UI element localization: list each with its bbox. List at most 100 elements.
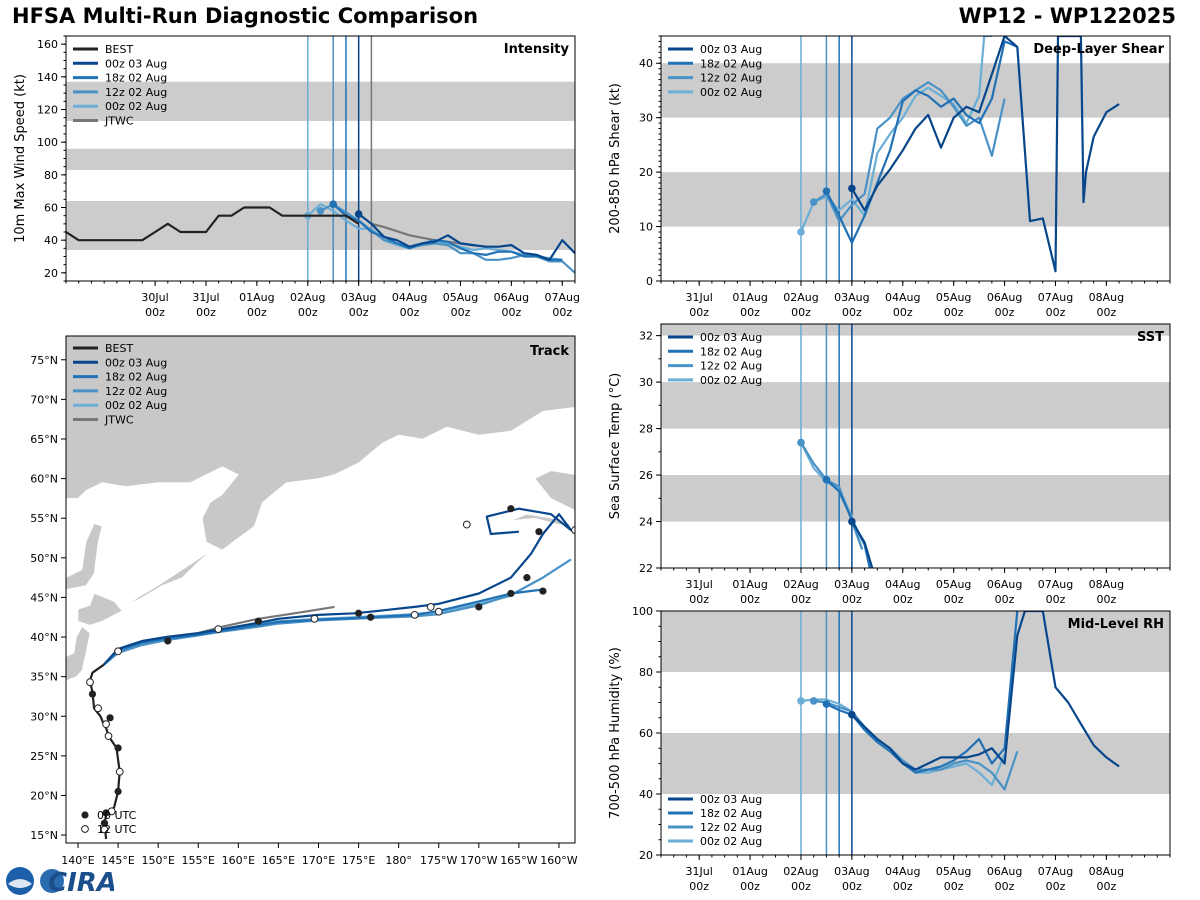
sst-ytick-label: 22: [639, 562, 653, 575]
track-point-00utc: [523, 574, 531, 582]
track-point-00utc: [507, 505, 515, 513]
rh-legend-label: 12z 02 Aug: [700, 821, 762, 834]
track-point-12utc: [100, 825, 109, 834]
track-lon-label: 160°E: [222, 854, 255, 867]
shear-xtick-sublabel: 00z: [995, 306, 1015, 319]
shear-init-point: [797, 228, 805, 236]
shear-xtick-sublabel: 00z: [842, 306, 862, 319]
rh-xtick-label: 07Aug: [1038, 865, 1073, 878]
shear-legend-label: 00z 02 Aug: [700, 86, 762, 99]
intensity-init-point: [329, 200, 338, 209]
intensity-xtick-sublabel: 00z: [400, 306, 420, 319]
sst-xtick-label: 31Jul: [686, 578, 713, 591]
aleutian-chain: [510, 513, 575, 527]
sst-init-point: [822, 475, 831, 484]
intensity-band: [66, 148, 575, 170]
shear-ytick-label: 30: [639, 112, 653, 125]
rh-init-point: [809, 697, 818, 705]
track-frame: [65, 335, 576, 844]
rh-xtick-sublabel: 00z: [791, 880, 811, 893]
rh-xtick-label: 01Aug: [732, 865, 767, 878]
cira-logo-text: CIRA: [48, 868, 114, 898]
shear-series-line: [825, 40, 1018, 244]
rh-xtick-label: 03Aug: [834, 865, 869, 878]
shear-xtick-sublabel: 00z: [791, 306, 811, 319]
shear-xtick-label: 06Aug: [987, 291, 1022, 304]
track-point-12utc: [107, 807, 116, 816]
track-lon-label: 145°E: [101, 854, 134, 867]
sst-xtick-label: 04Aug: [885, 578, 920, 591]
intensity-xtick-sublabel: 00z: [451, 306, 471, 319]
rh-title: Mid-Level RH: [1068, 617, 1164, 632]
alaska-landmass: [534, 470, 575, 511]
sst-band: [661, 382, 1170, 429]
track-lon-label: 150°E: [141, 854, 174, 867]
shear-band: [661, 172, 1170, 227]
intensity-ytick-label: 80: [44, 169, 58, 182]
tracks-group: [86, 505, 575, 840]
track-legend-label: 00z 03 Aug: [105, 356, 167, 369]
rh-xtick-label: 04Aug: [885, 865, 920, 878]
track-lat-label: 30°N: [30, 710, 58, 723]
track-legend-label: JTWC: [104, 414, 134, 427]
rh-ytick-label: 100: [632, 605, 653, 618]
rh-xtick-sublabel: 00z: [995, 880, 1015, 893]
sst-xtick-sublabel: 00z: [1046, 593, 1066, 606]
sst-xtick-label: 05Aug: [936, 578, 971, 591]
track-point-12utc: [115, 767, 124, 776]
rh-xtick-sublabel: 00z: [689, 880, 709, 893]
track-lon-label: 160°W: [540, 854, 577, 867]
sst-ytick-label: 30: [639, 376, 653, 389]
legend-12utc-label: 12 UTC: [97, 823, 137, 836]
intensity-xtick-label: 02Aug: [290, 291, 325, 304]
shear-xtick-sublabel: 00z: [1046, 306, 1066, 319]
rh-band: [661, 611, 1170, 672]
intensity-ytick-label: 20: [44, 267, 58, 280]
shear-legend-label: 12z 02 Aug: [700, 72, 762, 85]
shear-init-point: [822, 187, 831, 195]
land-group: [66, 336, 575, 681]
rh-init-point: [822, 700, 831, 708]
legend-00utc-marker: [81, 811, 89, 819]
rh-legend-label: 00z 02 Aug: [700, 835, 762, 848]
intensity-ytick-label: 100: [37, 136, 58, 149]
sst-xtick-label: 03Aug: [834, 578, 869, 591]
shear-xtick-label: 31Jul: [686, 291, 713, 304]
rh-ytick-label: 60: [639, 727, 653, 740]
sst-xtick-sublabel: 00z: [740, 593, 760, 606]
track-point-00utc: [106, 714, 114, 722]
intensity-xtick-label: 04Aug: [392, 291, 427, 304]
sst-init-point: [797, 438, 805, 447]
sst-ytick-label: 28: [639, 423, 653, 436]
track-lat-label: 60°N: [30, 473, 58, 486]
sst-xtick-label: 01Aug: [732, 578, 767, 591]
intensity-ytick-label: 120: [37, 104, 58, 117]
sst-series-line: [850, 520, 874, 568]
intensity-ytick-label: 140: [37, 71, 58, 84]
track-title: Track: [530, 344, 569, 359]
intensity-xtick-label: 01Aug: [239, 291, 274, 304]
track-lat-label: 70°N: [30, 393, 58, 406]
track-lon-label: 165°E: [262, 854, 295, 867]
track-point-12utc: [462, 520, 471, 529]
shear-legend-label: 00z 03 Aug: [700, 43, 762, 56]
shear-xtick-label: 07Aug: [1038, 291, 1073, 304]
intensity-ylabel: 10m Max Wind Speed (kt): [13, 74, 28, 243]
sst-legend-label: 18z 02 Aug: [700, 345, 762, 358]
sst-band: [661, 324, 1170, 336]
sst-legend-label: 12z 02 Aug: [700, 360, 762, 373]
shear-xtick-label: 02Aug: [783, 291, 818, 304]
rh-xtick-sublabel: 00z: [893, 880, 913, 893]
track-point-00utc: [539, 587, 547, 595]
sst-xtick-sublabel: 00z: [944, 593, 964, 606]
track-legend-label: 12z 02 Aug: [105, 385, 167, 398]
sst-xtick-sublabel: 00z: [1096, 593, 1116, 606]
rh-init-point: [797, 697, 805, 705]
intensity-ytick-label: 60: [44, 202, 58, 215]
intensity-xtick-label: 06Aug: [494, 291, 529, 304]
rh-xtick-label: 02Aug: [783, 865, 818, 878]
intensity-xtick-sublabel: 00z: [349, 306, 369, 319]
sst-xtick-sublabel: 00z: [842, 593, 862, 606]
rh-legend-label: 18z 02 Aug: [700, 807, 762, 820]
